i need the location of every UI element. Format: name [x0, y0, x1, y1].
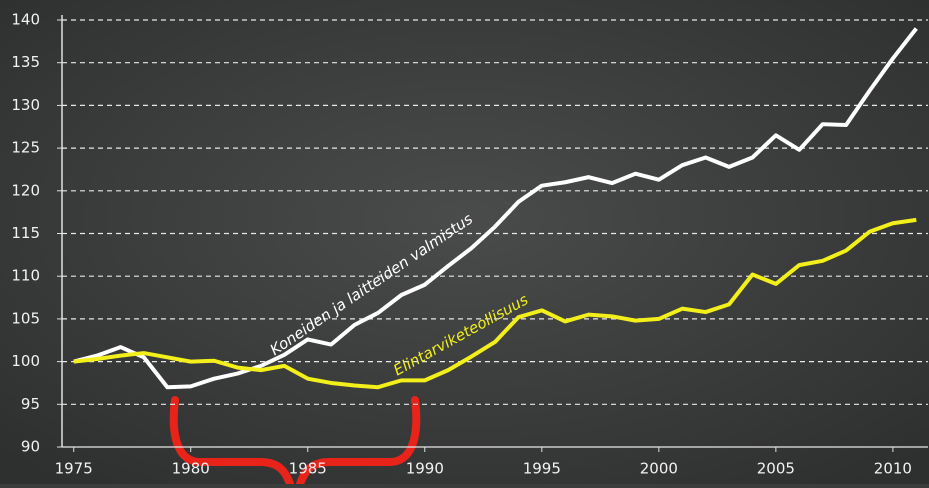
x-tick-label: 1980 — [172, 460, 210, 478]
y-tick-label: 125 — [11, 139, 40, 157]
y-tick-label: 90 — [21, 438, 40, 456]
x-tick-label: 1990 — [406, 460, 444, 478]
chart: 90 95 100 105 110 115 120 125 130 135 140 1975 1980 1… — [0, 0, 929, 484]
x-tick-label: 1985 — [289, 460, 327, 478]
y-tick-label: 105 — [11, 309, 40, 327]
y-tick-label: 110 — [11, 267, 40, 285]
y-tick-label: 115 — [11, 224, 40, 242]
x-tick-label: 2005 — [757, 460, 795, 478]
y-tick-label: 135 — [11, 53, 40, 71]
background — [0, 0, 929, 484]
x-tick-label: 1995 — [523, 460, 561, 478]
x-tick-label: 2000 — [640, 460, 678, 478]
x-tick-label: 2010 — [874, 460, 912, 478]
y-tick-label: 120 — [11, 181, 40, 199]
y-tick-label: 95 — [21, 395, 40, 413]
y-tick-label: 100 — [11, 352, 40, 370]
y-tick-label: 130 — [11, 96, 40, 114]
y-tick-label: 140 — [11, 11, 40, 29]
page: 90 95 100 105 110 115 120 125 130 135 140 1975 1980 1… — [0, 0, 929, 484]
x-tick-label: 1975 — [55, 460, 93, 478]
